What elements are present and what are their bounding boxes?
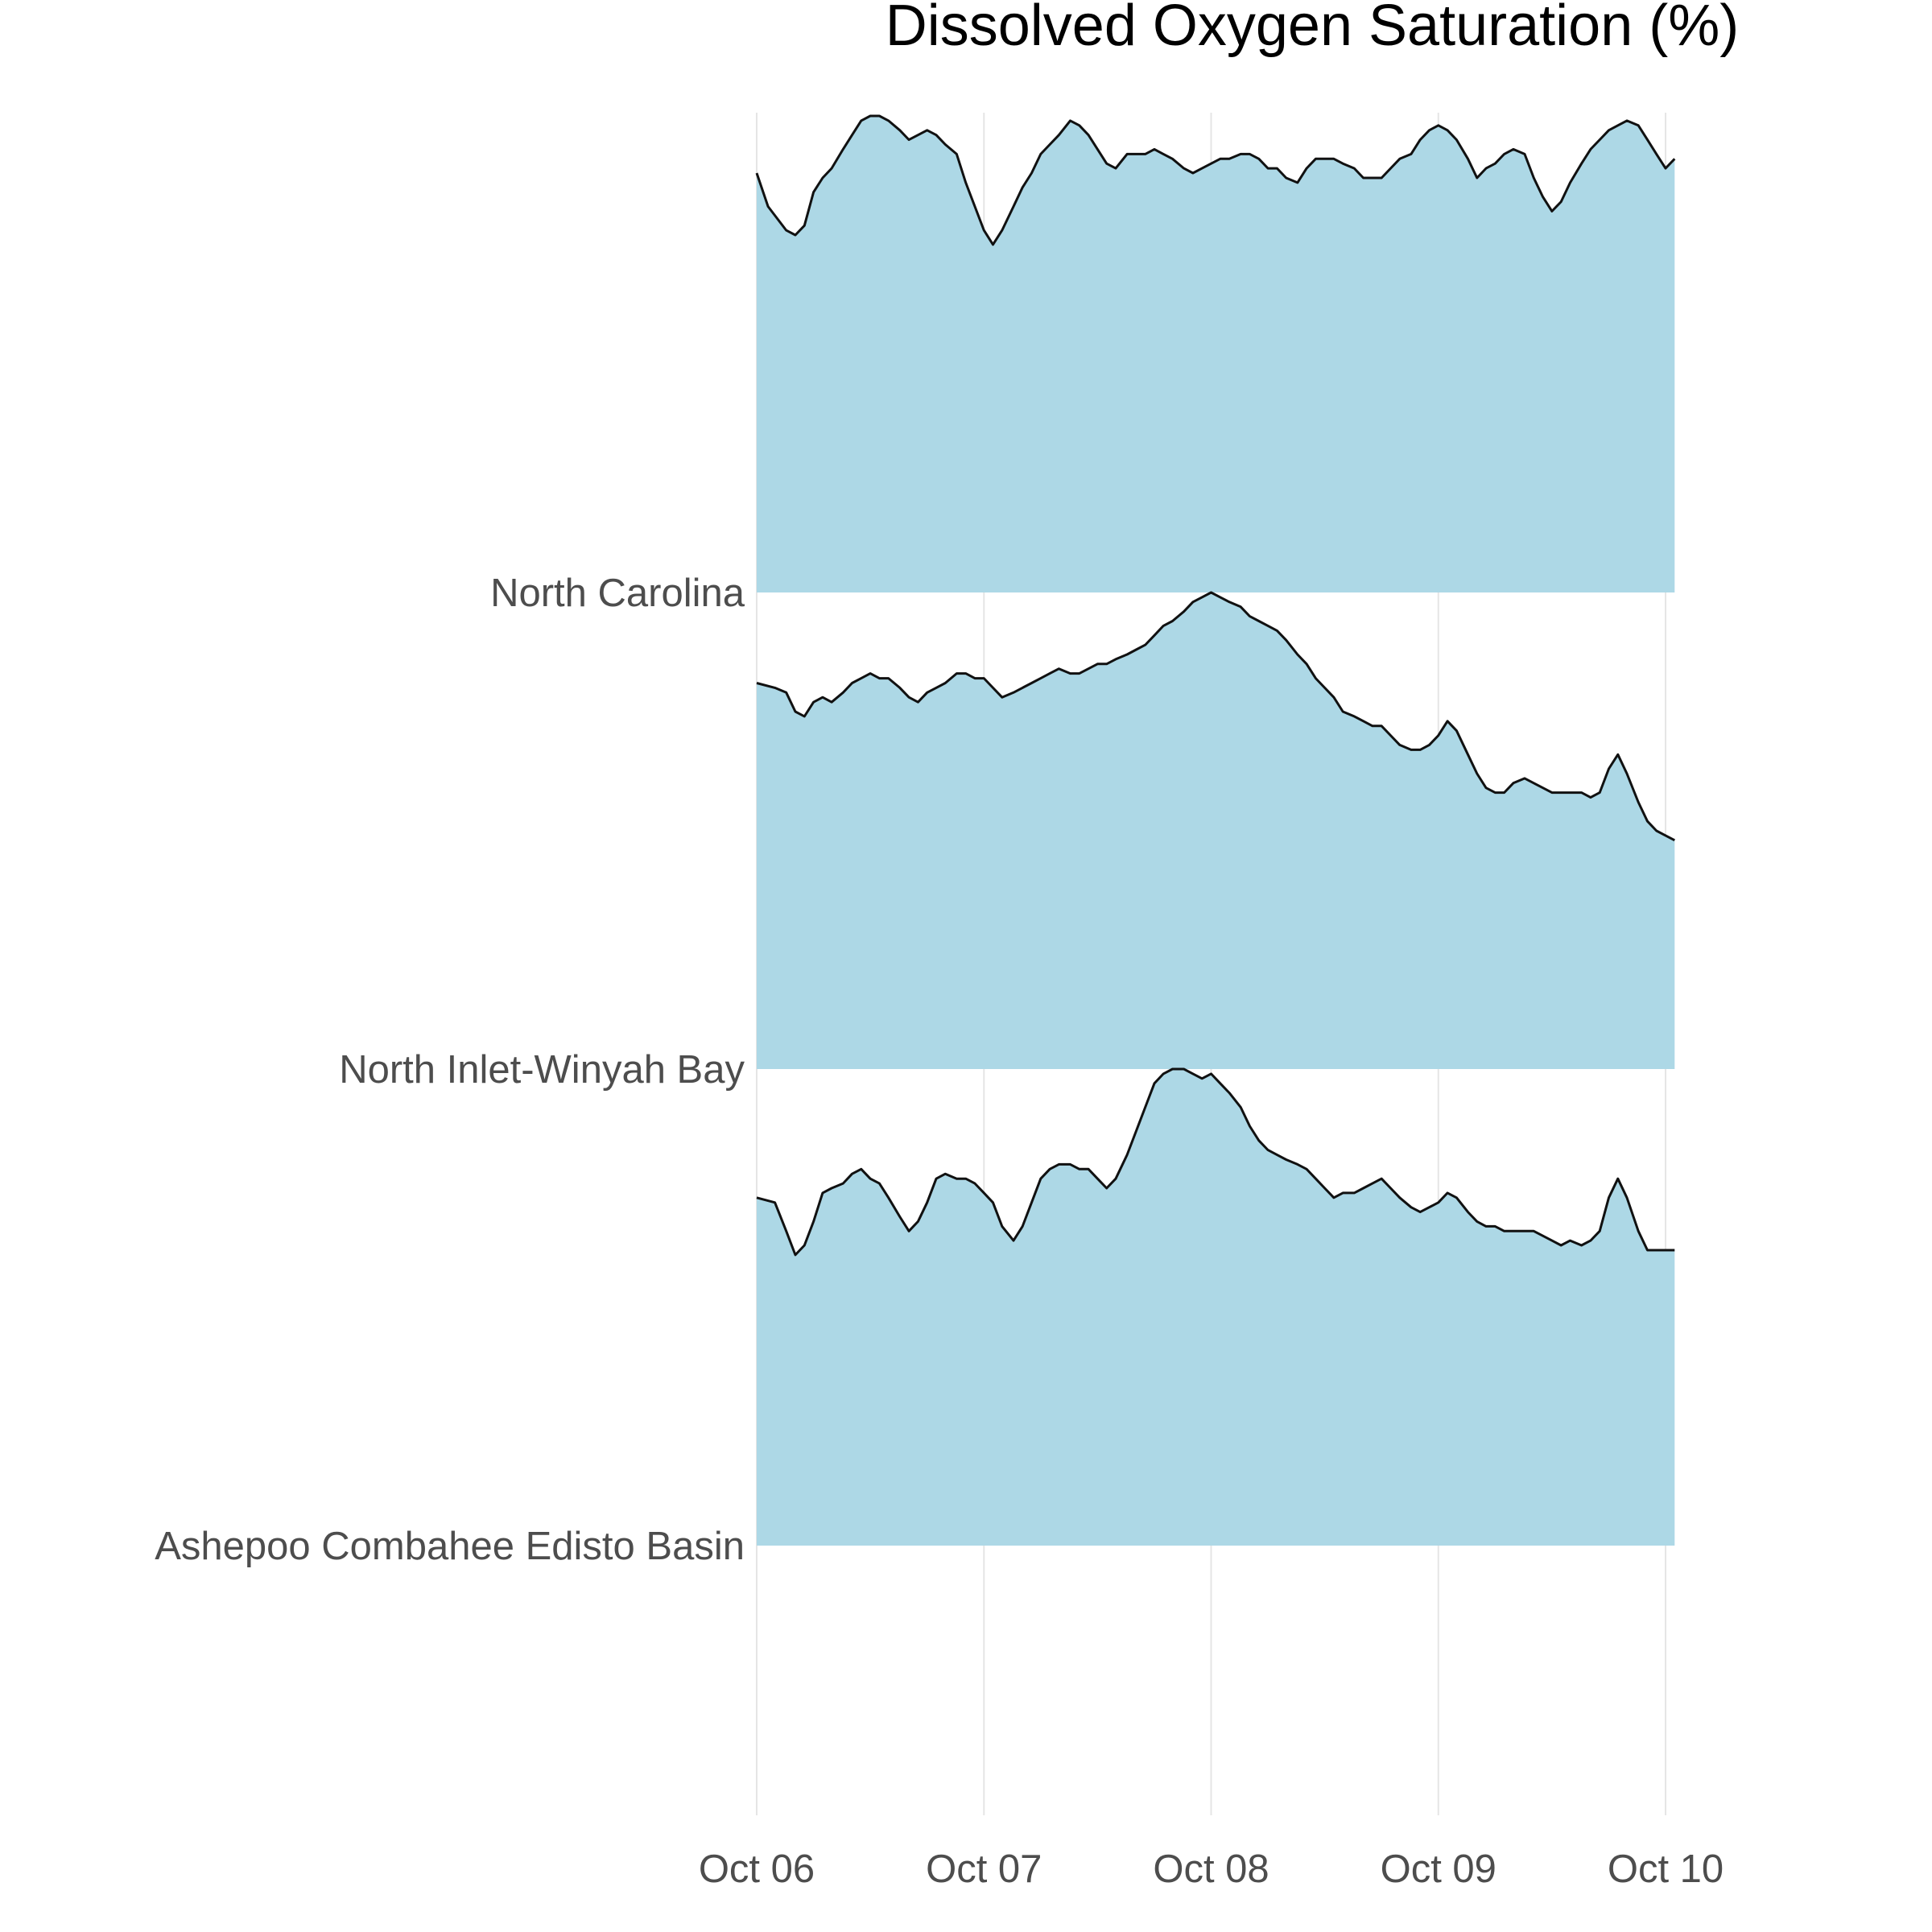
x-tick-label-0: Oct 06 [699,1847,815,1891]
x-tick-label-3: Oct 09 [1381,1847,1496,1891]
ridge-area-2 [757,1069,1675,1546]
x-tick-label-2: Oct 08 [1153,1847,1269,1891]
ridge-line-0 [755,114,1676,246]
chart-title: Dissolved Oxygen Saturation (%) [886,0,1739,58]
ridge-area-1 [757,592,1675,1069]
series-label-1: North Inlet-Winyah Bay [339,1048,745,1092]
ridge-area-0 [757,116,1675,592]
series-label-0: North Carolina [490,572,745,615]
x-tick-label-4: Oct 10 [1608,1847,1724,1891]
x-axis-tick-labels: Oct 06 Oct 07 Oct 08 Oct 09 Oct 10 [699,1847,1724,1891]
series-label-2: Ashepoo Combahee Edisto Basin [155,1525,745,1568]
series-labels: North Carolina North Inlet-Winyah Bay Ashe… [155,572,745,1568]
ridge-line-1 [756,591,1675,842]
ridge-line-2 [756,1067,1675,1257]
ridgeline-areas [755,114,1676,1546]
x-tick-label-1: Oct 07 [926,1847,1042,1891]
